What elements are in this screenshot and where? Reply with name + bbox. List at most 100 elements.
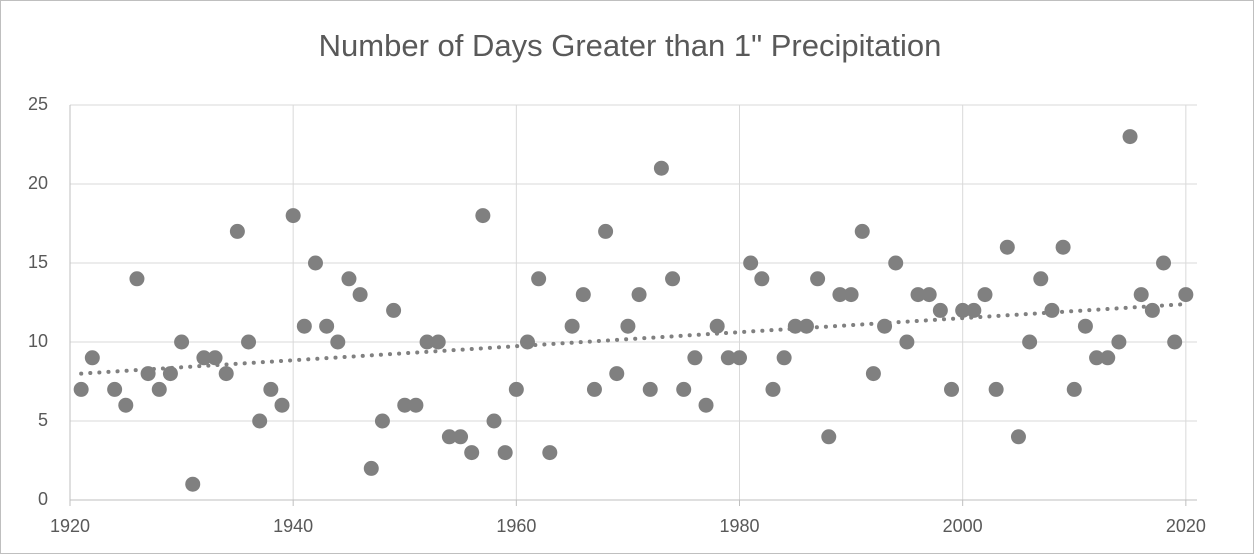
point [609,366,625,382]
point [620,318,636,334]
point [1055,239,1071,255]
point [1010,429,1026,445]
y-tick-label: 25 [28,94,48,114]
point [274,397,290,413]
point [352,287,368,303]
y-tick-label: 15 [28,252,48,272]
point [754,271,770,287]
point [821,429,837,445]
point [397,397,413,413]
point [363,460,379,476]
point [988,381,1004,397]
point [865,366,881,382]
point [1144,302,1160,318]
point [1044,302,1060,318]
point [1178,287,1194,303]
chart-title: Number of Days Greater than 1" Precipita… [319,28,942,63]
point [341,271,357,287]
point [430,334,446,350]
point [776,350,792,366]
point [1122,129,1138,145]
x-tick-label: 1920 [50,516,90,536]
point [888,255,904,271]
point [832,287,848,303]
point [118,397,134,413]
point [787,318,803,334]
point [107,381,123,397]
point [453,429,469,445]
point [408,397,424,413]
point [307,255,323,271]
x-tick-label: 1980 [719,516,759,536]
point [665,271,681,287]
point [531,271,547,287]
point [586,381,602,397]
point [720,350,736,366]
point [1111,334,1127,350]
point [129,271,145,287]
point [598,223,614,239]
point [330,334,346,350]
point [319,318,335,334]
point [932,302,948,318]
point [1022,334,1038,350]
point [1066,381,1082,397]
point [810,271,826,287]
x-tick-label: 2000 [943,516,983,536]
point [910,287,926,303]
point [1077,318,1093,334]
y-tick-label: 10 [28,331,48,351]
point [631,287,647,303]
point [185,476,201,492]
point [676,381,692,397]
point [743,255,759,271]
y-tick-label: 0 [38,489,48,509]
point [73,381,89,397]
point [374,413,390,429]
point [709,318,725,334]
point [386,302,402,318]
point [843,287,859,303]
point [486,413,502,429]
point [899,334,915,350]
x-tick-label: 1960 [496,516,536,536]
point [140,366,156,382]
point [497,445,513,461]
point [207,350,223,366]
point [84,350,100,366]
point [296,318,312,334]
point [698,397,714,413]
point [877,318,893,334]
point [732,350,748,366]
point [229,223,245,239]
point [575,287,591,303]
point [519,334,535,350]
point [252,413,268,429]
point [955,302,971,318]
x-tick-label: 1940 [273,516,313,536]
x-tick-label: 2020 [1166,516,1206,536]
point [798,318,814,334]
point [241,334,257,350]
point [1133,287,1149,303]
point [196,350,212,366]
point [542,445,558,461]
point [218,366,234,382]
point [174,334,190,350]
point [1089,350,1105,366]
point [687,350,703,366]
point [441,429,457,445]
point [1100,350,1116,366]
point [999,239,1015,255]
point [1156,255,1172,271]
point [475,208,491,224]
point [944,381,960,397]
point [162,366,178,382]
point [653,160,669,176]
point [285,208,301,224]
y-tick-label: 20 [28,173,48,193]
point [151,381,167,397]
point [1167,334,1183,350]
